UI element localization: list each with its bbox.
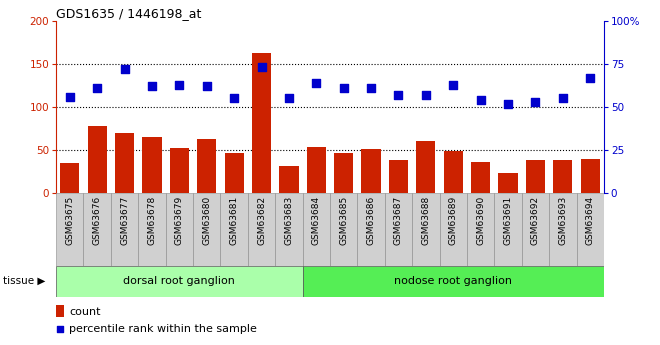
Text: GSM63687: GSM63687 bbox=[394, 196, 403, 245]
Bar bbox=[334, 152, 353, 193]
Point bbox=[475, 97, 486, 103]
Point bbox=[420, 92, 431, 98]
Bar bbox=[88, 126, 107, 193]
Text: GSM63676: GSM63676 bbox=[92, 196, 102, 245]
Text: GSM63689: GSM63689 bbox=[449, 196, 458, 245]
Text: dorsal root ganglion: dorsal root ganglion bbox=[123, 276, 236, 286]
Bar bbox=[307, 147, 326, 193]
Text: nodose root ganglion: nodose root ganglion bbox=[394, 276, 512, 286]
Point bbox=[366, 85, 376, 91]
Text: GSM63694: GSM63694 bbox=[585, 196, 595, 245]
Text: GSM63688: GSM63688 bbox=[421, 196, 430, 245]
Bar bbox=[521, 193, 549, 266]
Text: GSM63675: GSM63675 bbox=[65, 196, 75, 245]
Bar bbox=[302, 193, 330, 266]
Point bbox=[147, 83, 157, 89]
Point bbox=[55, 327, 65, 332]
Bar bbox=[166, 193, 193, 266]
Bar bbox=[252, 53, 271, 193]
Text: GSM63680: GSM63680 bbox=[202, 196, 211, 245]
Point bbox=[65, 94, 75, 99]
Bar bbox=[56, 193, 83, 266]
Bar bbox=[549, 193, 577, 266]
Bar bbox=[526, 160, 545, 193]
Bar bbox=[56, 305, 64, 317]
Point bbox=[530, 99, 541, 105]
Bar bbox=[581, 159, 600, 193]
Bar bbox=[143, 137, 162, 193]
Text: tissue ▶: tissue ▶ bbox=[3, 276, 46, 286]
Text: count: count bbox=[69, 307, 101, 316]
Bar bbox=[471, 162, 490, 193]
Bar bbox=[248, 193, 275, 266]
Point bbox=[558, 96, 568, 101]
Text: GSM63681: GSM63681 bbox=[230, 196, 239, 245]
Bar bbox=[111, 193, 138, 266]
Point bbox=[503, 101, 513, 106]
Bar bbox=[56, 266, 302, 297]
Point bbox=[448, 82, 459, 87]
Bar bbox=[494, 193, 521, 266]
Bar bbox=[224, 152, 244, 193]
Bar bbox=[197, 139, 216, 193]
Bar bbox=[358, 193, 385, 266]
Bar bbox=[60, 163, 79, 193]
Bar bbox=[498, 173, 517, 193]
Bar bbox=[302, 266, 604, 297]
Text: GSM63678: GSM63678 bbox=[147, 196, 156, 245]
Text: GSM63677: GSM63677 bbox=[120, 196, 129, 245]
Point bbox=[119, 66, 130, 72]
Text: GSM63684: GSM63684 bbox=[312, 196, 321, 245]
Bar bbox=[444, 151, 463, 193]
Point bbox=[339, 85, 349, 91]
Bar bbox=[416, 141, 436, 193]
Bar bbox=[139, 193, 166, 266]
Point bbox=[311, 80, 321, 86]
Point bbox=[393, 92, 404, 98]
Bar bbox=[220, 193, 248, 266]
Text: GSM63686: GSM63686 bbox=[366, 196, 376, 245]
Point bbox=[229, 96, 240, 101]
Bar bbox=[440, 193, 467, 266]
Bar bbox=[577, 193, 604, 266]
Bar bbox=[385, 193, 412, 266]
Text: GSM63682: GSM63682 bbox=[257, 196, 266, 245]
Text: GSM63691: GSM63691 bbox=[504, 196, 513, 245]
Point bbox=[174, 82, 185, 87]
Bar bbox=[170, 148, 189, 193]
Point bbox=[92, 85, 102, 91]
Bar bbox=[389, 160, 408, 193]
Point bbox=[201, 83, 212, 89]
Bar bbox=[83, 193, 111, 266]
Text: GDS1635 / 1446198_at: GDS1635 / 1446198_at bbox=[56, 7, 201, 20]
Text: GSM63692: GSM63692 bbox=[531, 196, 540, 245]
Text: GSM63693: GSM63693 bbox=[558, 196, 568, 245]
Text: percentile rank within the sample: percentile rank within the sample bbox=[69, 325, 257, 334]
Bar bbox=[553, 160, 572, 193]
Bar bbox=[193, 193, 220, 266]
Text: GSM63679: GSM63679 bbox=[175, 196, 184, 245]
Bar bbox=[412, 193, 440, 266]
Point bbox=[256, 65, 267, 70]
Bar bbox=[115, 133, 134, 193]
Text: GSM63683: GSM63683 bbox=[284, 196, 294, 245]
Point bbox=[585, 75, 595, 80]
Bar bbox=[275, 193, 302, 266]
Point bbox=[284, 96, 294, 101]
Text: GSM63690: GSM63690 bbox=[476, 196, 485, 245]
Bar bbox=[362, 149, 381, 193]
Bar bbox=[467, 193, 494, 266]
Bar bbox=[330, 193, 358, 266]
Text: GSM63685: GSM63685 bbox=[339, 196, 348, 245]
Bar bbox=[279, 166, 298, 193]
